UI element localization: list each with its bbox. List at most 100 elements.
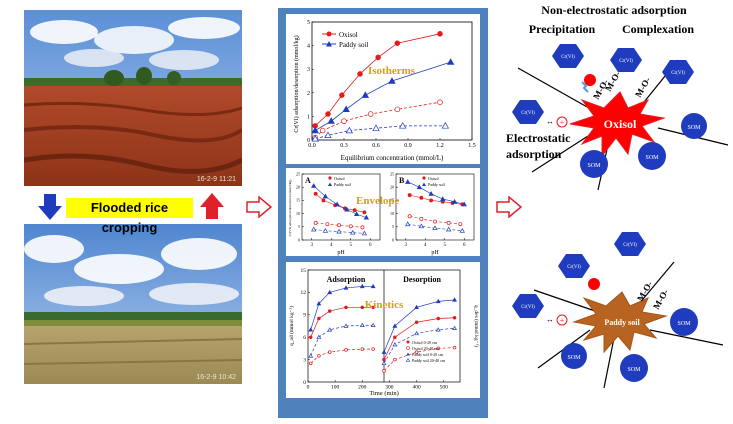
non-electrostatic-label: Non-electrostatic adsorption [541, 3, 687, 17]
legend: Oxisol Paddy soil [322, 31, 368, 49]
som-label: SOM [627, 367, 641, 373]
arrow-down-icon [38, 194, 62, 220]
data-point [393, 335, 397, 339]
tick-label: 5 [298, 224, 300, 229]
data-point [432, 225, 438, 231]
data-point [419, 216, 424, 221]
tick-label: 1.5 [468, 143, 476, 149]
data-point [428, 191, 434, 196]
data-point [311, 126, 319, 134]
series-line [310, 324, 374, 357]
data-point [452, 325, 457, 330]
data-point [308, 361, 313, 366]
envelope-svg: 3 4 5 6 0 5 10 15 20 25 3 4 5 6 0 5 10 15 20 25 A B pH pH C… [288, 171, 475, 256]
oxisol-field-photo: 16-2-9 11:21 [24, 10, 242, 186]
kinetics-chart: 0 100 200 300 400 500 0 3 6 9 12 15 Adsorption Deso… [286, 262, 480, 398]
tick-label: 0 [303, 380, 306, 386]
y-axis-label-left: q_ad (mmol kg⁻¹) [288, 306, 295, 346]
panel-label-b: B [399, 176, 405, 185]
tick-label: 10 [296, 211, 300, 216]
data-point [371, 347, 375, 351]
data-point [437, 99, 443, 105]
tick-label: 9 [303, 313, 306, 319]
precipitate-dot [584, 74, 596, 86]
tick-label: 0 [307, 138, 310, 144]
data-point [327, 289, 333, 295]
tick-label: 5 [392, 224, 394, 229]
data-point [344, 305, 348, 310]
cr-hexagon: Cr(VI) [558, 254, 590, 278]
data-point [435, 327, 441, 332]
legend-label: Paddy soil [339, 41, 368, 49]
data-point [311, 226, 317, 232]
data-point [350, 229, 356, 235]
data-point [336, 228, 342, 234]
series-line [315, 125, 446, 140]
legend-label: Oxisol [428, 176, 440, 181]
data-point [319, 127, 326, 134]
plus-label: + [560, 316, 565, 325]
paddy-field-image [24, 224, 242, 384]
attraction-arrow-icon: ↔ [546, 315, 554, 324]
data-point [452, 316, 457, 320]
data-point [436, 346, 441, 351]
x-axis-label: Equilibrium concentration (mmol/L) [341, 154, 444, 162]
paddy-soil-particle [572, 291, 668, 354]
som-circle: SOM [681, 113, 707, 139]
som-label: SOM [587, 163, 601, 169]
data-point [437, 31, 443, 37]
tick-label: 12 [301, 290, 307, 296]
data-point [367, 111, 374, 117]
data-point [345, 126, 354, 134]
data-point [414, 350, 419, 354]
tick-label: 20 [296, 185, 300, 190]
cr-label: Cr(VI) [567, 265, 581, 270]
data-point [393, 357, 397, 362]
series-line [310, 286, 374, 330]
isotherms-chart: 0.0 0.3 0.6 0.9 1.2 1.5 0 1 2 3 4 5 Cr(VI) adsorpti… [286, 14, 480, 164]
plot-frame-a [301, 173, 381, 241]
legend-label: Oxisol 0-20 cm [412, 340, 438, 345]
data-point [407, 193, 412, 198]
data-point [353, 211, 360, 217]
data-point [461, 201, 467, 207]
data-point [327, 309, 332, 313]
series-line [314, 101, 441, 138]
tick-label: 6 [463, 243, 466, 248]
legend-label: Paddy soil 0-20 cm [412, 352, 444, 357]
legend-label: Paddy soil [334, 182, 352, 187]
tick-label: 25 [296, 171, 300, 176]
tick-label: 2 [307, 91, 310, 97]
tick-label: 4 [424, 243, 427, 248]
tick-label: 20 [390, 185, 394, 190]
cr-hexagon: Cr(VI) [552, 44, 584, 68]
tick-label: 0.9 [404, 143, 412, 149]
precipitation-label: Precipitation [529, 22, 596, 36]
tick-label: 300 [385, 385, 394, 391]
data-point [342, 105, 350, 113]
tick-label: 0 [392, 237, 394, 242]
data-point [316, 334, 322, 339]
attraction-arrow-icon: ↔ [546, 117, 554, 126]
som-circle: SOM [670, 308, 698, 336]
oxisol-field-image [24, 10, 242, 186]
data-point [445, 226, 452, 232]
tick-label: 6 [303, 335, 306, 341]
data-point [382, 369, 386, 373]
tick-label: 3 [311, 243, 314, 248]
tick-label: 5 [350, 243, 353, 248]
data-point [308, 335, 313, 339]
data-point [341, 118, 347, 124]
data-point [381, 360, 387, 366]
series-line [383, 347, 455, 372]
data-point [316, 301, 322, 306]
right-arrow-icon [246, 196, 272, 218]
data-point [371, 305, 375, 310]
tick-label: 0 [298, 237, 300, 242]
data-point [407, 214, 412, 219]
cr-label: Cr(VI) [671, 71, 685, 76]
tick-label: 100 [331, 385, 340, 391]
cr-label: Cr(VI) [521, 111, 535, 116]
legend-label: Oxisol [334, 176, 346, 181]
tick-label: 15 [390, 198, 394, 203]
